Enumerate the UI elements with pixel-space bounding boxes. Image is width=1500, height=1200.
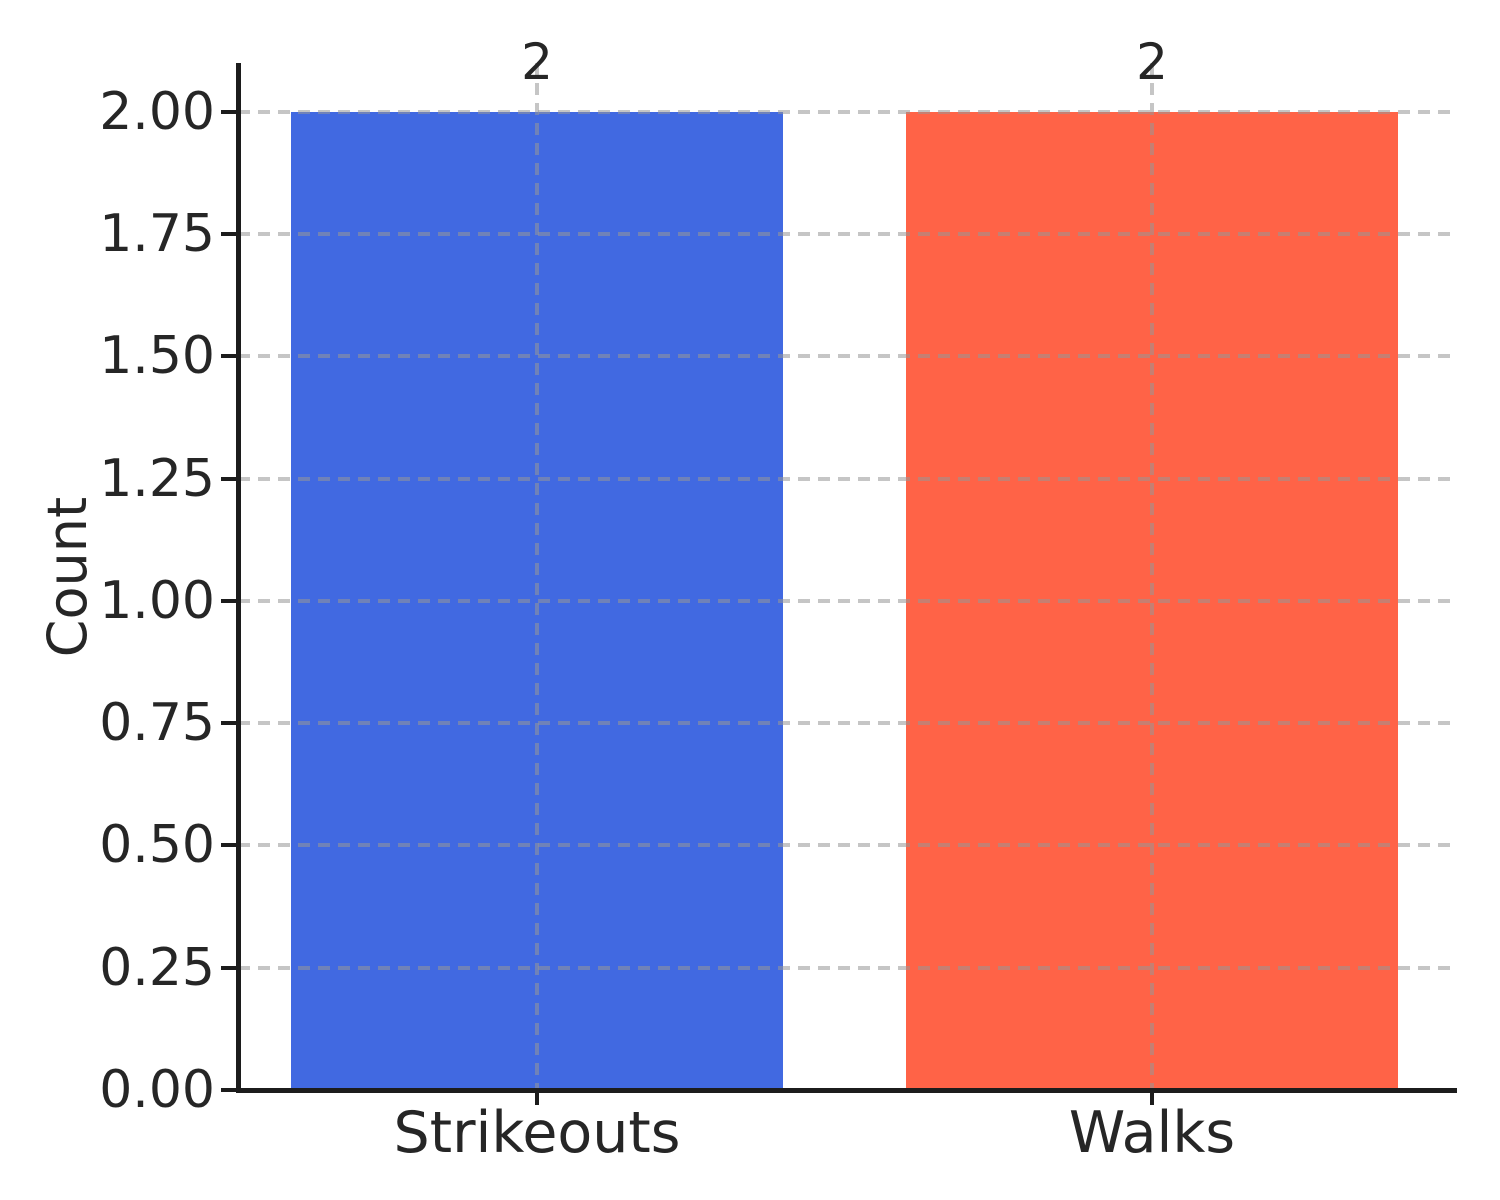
y-tick (221, 232, 236, 237)
gridline-horizontal (238, 232, 1456, 237)
y-tick (221, 354, 236, 359)
y-tick-label: 0.25 (99, 937, 215, 998)
y-tick-label: 2.00 (99, 81, 215, 142)
y-tick (221, 843, 236, 848)
y-tick-label: 1.75 (99, 204, 215, 265)
y-tick-label: 1.50 (99, 326, 215, 387)
y-axis-spine (236, 63, 241, 1093)
y-tick-label: 1.00 (99, 570, 215, 631)
y-tick (221, 965, 236, 970)
y-tick-label: 0.75 (99, 693, 215, 754)
gridline-horizontal (238, 476, 1456, 481)
y-axis-title: Count (36, 496, 99, 657)
bar-value-label: 2 (521, 32, 553, 91)
gridline-horizontal (238, 843, 1456, 848)
gridline-horizontal (238, 721, 1456, 726)
gridline-horizontal (238, 598, 1456, 603)
x-tick (1150, 1093, 1154, 1105)
y-tick-label: 0.50 (99, 815, 215, 876)
x-tick-label: Walks (1068, 1100, 1236, 1166)
y-tick-label: 0.00 (99, 1060, 215, 1120)
x-axis-spine (236, 1088, 1457, 1093)
y-tick (221, 476, 236, 481)
y-tick (221, 109, 236, 114)
y-tick (221, 598, 236, 603)
bar-value-label: 2 (1136, 32, 1168, 91)
y-tick (221, 1088, 236, 1092)
gridline-horizontal (238, 109, 1456, 114)
gridline-horizontal (238, 965, 1456, 970)
gridline-vertical (1150, 63, 1154, 1090)
y-tick (221, 721, 236, 726)
x-tick (535, 1093, 539, 1105)
y-tick-label: 1.25 (99, 448, 215, 509)
x-tick-label: Strikeouts (393, 1100, 681, 1166)
gridline-horizontal (238, 354, 1456, 359)
gridline-vertical (535, 63, 539, 1090)
